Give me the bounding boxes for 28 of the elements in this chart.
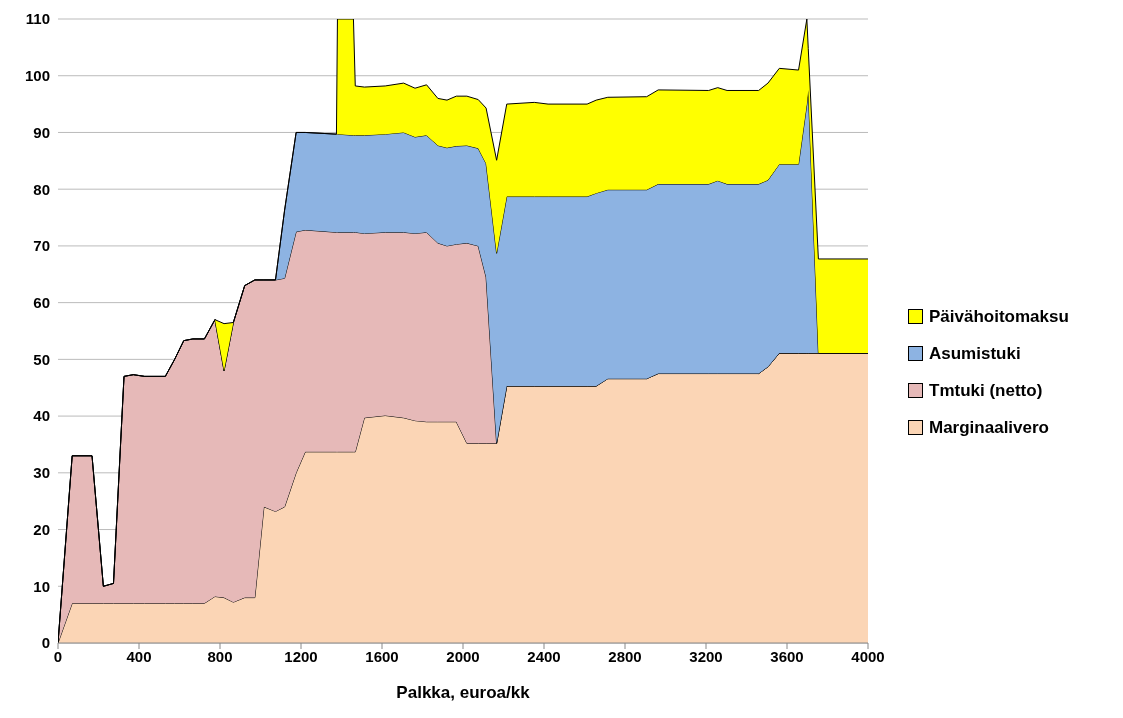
x-tick-label: 1200 (284, 647, 318, 665)
x-tick-label: 2400 (527, 647, 561, 665)
legend-label: Tmtuki (netto) (929, 380, 1043, 401)
y-tick-label: 40 (33, 407, 50, 425)
x-tick-label: 3600 (770, 647, 804, 665)
x-tick-label: 0 (53, 647, 63, 665)
x-tick-label: 800 (207, 647, 233, 665)
y-tick-label: 90 (33, 123, 50, 141)
legend-label: Asumistuki (929, 343, 1021, 364)
y-tick-label: 80 (33, 180, 50, 198)
x-tick-label: 400 (126, 647, 152, 665)
y-tick-label: 70 (33, 237, 50, 255)
y-tick-label: 20 (33, 520, 50, 538)
x-tick-label: 1600 (365, 647, 399, 665)
legend-label: Marginaalivero (929, 417, 1049, 438)
y-tick-label: 50 (33, 350, 50, 368)
legend-label: Päivähoitomaksu (929, 306, 1069, 327)
x-tick-label: 3200 (689, 647, 723, 665)
y-tick-label: 100 (24, 67, 50, 85)
x-tick-label: 4000 (851, 647, 885, 665)
y-tick-label: 60 (33, 293, 50, 311)
x-tick-label: 2000 (446, 647, 480, 665)
y-tick-label: 0 (41, 634, 50, 652)
x-axis-title: Palkka, euroa/kk (396, 683, 531, 702)
y-tick-label: 110 (25, 10, 50, 28)
y-tick-label: 10 (33, 577, 50, 595)
x-tick-label: 2800 (608, 647, 642, 665)
y-tick-label: 30 (33, 464, 50, 482)
